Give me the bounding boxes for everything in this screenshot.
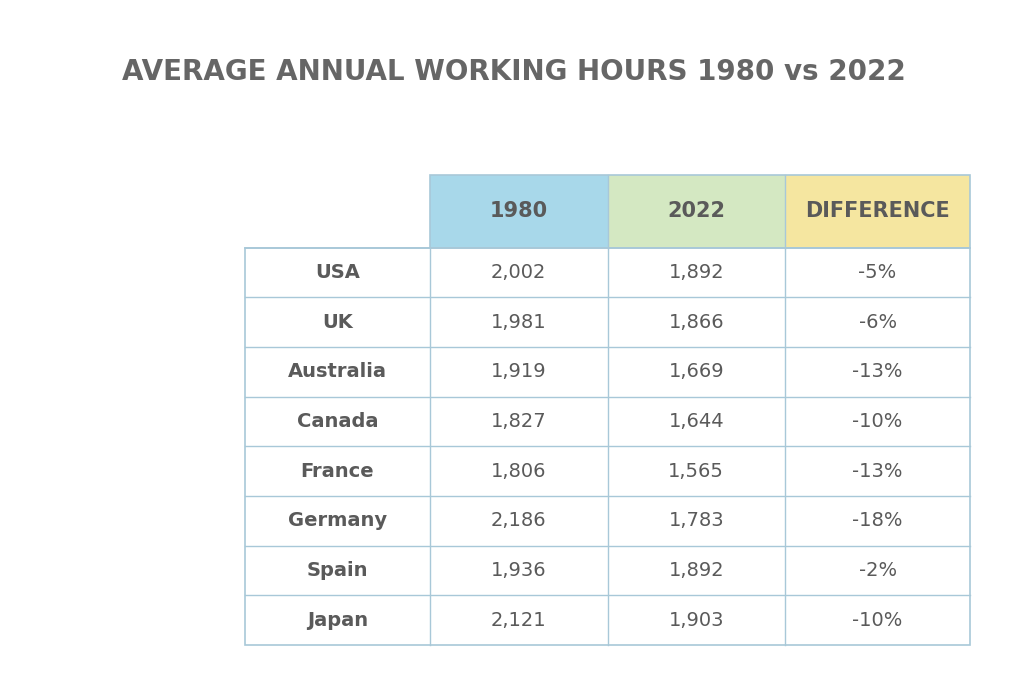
Text: Japan: Japan xyxy=(307,611,368,630)
Text: 1,903: 1,903 xyxy=(669,611,724,630)
Text: 1,892: 1,892 xyxy=(669,263,724,282)
Text: 1,919: 1,919 xyxy=(491,363,546,381)
Text: -10%: -10% xyxy=(852,412,903,431)
Text: 1,892: 1,892 xyxy=(669,561,724,580)
Text: 1,981: 1,981 xyxy=(491,313,546,332)
Text: -2%: -2% xyxy=(859,561,897,580)
Text: USA: USA xyxy=(315,263,359,282)
Text: -10%: -10% xyxy=(852,611,903,630)
Text: 1,669: 1,669 xyxy=(669,363,724,381)
Text: DIFFERENCE: DIFFERENCE xyxy=(805,201,950,221)
Text: 1,827: 1,827 xyxy=(491,412,546,431)
Text: UK: UK xyxy=(322,313,353,332)
Text: 1,866: 1,866 xyxy=(669,313,724,332)
Text: 1,565: 1,565 xyxy=(669,462,724,481)
Text: Spain: Spain xyxy=(307,561,369,580)
Text: 1,806: 1,806 xyxy=(491,462,546,481)
Text: 1,936: 1,936 xyxy=(491,561,546,580)
Text: 2,121: 2,121 xyxy=(491,611,546,630)
Text: 2022: 2022 xyxy=(668,201,725,221)
Text: 2,186: 2,186 xyxy=(491,511,546,530)
Text: 1,783: 1,783 xyxy=(669,511,724,530)
Text: 1980: 1980 xyxy=(490,201,547,221)
Text: 1,644: 1,644 xyxy=(669,412,724,431)
Text: -13%: -13% xyxy=(852,462,903,481)
Text: AVERAGE ANNUAL WORKING HOURS 1980 vs 2022: AVERAGE ANNUAL WORKING HOURS 1980 vs 202… xyxy=(121,58,906,86)
Text: Canada: Canada xyxy=(297,412,378,431)
Text: -13%: -13% xyxy=(852,363,903,381)
Text: Germany: Germany xyxy=(288,511,387,530)
Text: 2,002: 2,002 xyxy=(491,263,546,282)
Text: -5%: -5% xyxy=(859,263,897,282)
Text: -18%: -18% xyxy=(852,511,903,530)
Text: Australia: Australia xyxy=(288,363,387,381)
Text: -6%: -6% xyxy=(859,313,897,332)
Text: France: France xyxy=(301,462,374,481)
